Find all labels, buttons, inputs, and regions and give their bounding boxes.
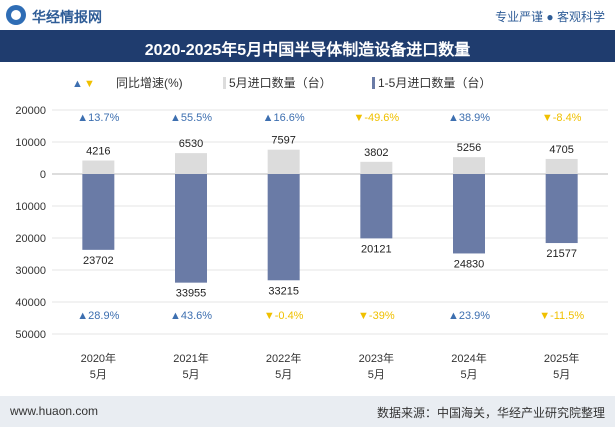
- legend-up-icon: ▲: [72, 78, 83, 90]
- data-label-ytd: 21577: [546, 248, 577, 260]
- bar-ytd: [82, 174, 115, 250]
- x-tick-label-year: 2021年: [173, 351, 208, 365]
- x-tick-label-year: 2024年: [451, 351, 486, 365]
- y-tick-label: 30000: [15, 265, 46, 277]
- x-tick-label-month: 5月: [182, 369, 199, 381]
- x-tick-label-year: 2023年: [359, 351, 394, 365]
- x-tick-label-year: 2025年: [544, 351, 579, 365]
- bar-ytd: [453, 174, 485, 254]
- data-label-ytd: 33955: [176, 288, 207, 300]
- bar-ytd: [267, 174, 300, 281]
- yoy-label-may: ▲16.6%: [263, 112, 305, 124]
- bar-may: [267, 149, 300, 174]
- x-tick-label-month: 5月: [90, 369, 107, 381]
- title-bar: [0, 30, 615, 62]
- legend-ytd-label: 1-5月进口数量（台）: [378, 75, 491, 90]
- y-tick-label: 50000: [15, 329, 46, 341]
- data-label-may: 6530: [179, 138, 203, 150]
- legend-ytd-swatch: [372, 77, 375, 89]
- bar-chart: 20000 10000 0 10000 20000 30000 40000 50000 ▲ ▼ 同比…: [15, 75, 608, 381]
- bar-ytd: [175, 174, 207, 283]
- yoy-label-ytd: ▲43.6%: [170, 310, 212, 322]
- data-label-may: 4216: [86, 146, 110, 158]
- bar-ytd: [545, 174, 578, 244]
- yoy-label-ytd: ▼-11.5%: [539, 310, 584, 322]
- brand-name: 华经情报网: [32, 9, 102, 25]
- data-label-ytd: 20121: [361, 243, 392, 255]
- x-tick-label-month: 5月: [368, 369, 385, 381]
- x-tick-label-month: 5月: [275, 369, 292, 381]
- yoy-label-ytd: ▲23.9%: [448, 310, 490, 322]
- bar-may: [175, 153, 207, 174]
- yoy-label-may: ▼-8.4%: [542, 112, 582, 124]
- chart-title: 2020-2025年5月中国半导体制造设备进口数量: [144, 42, 471, 59]
- top-bar: 华经情报网 专业严谨 ● 客观科学: [0, 0, 615, 30]
- yoy-label-ytd: ▼-0.4%: [264, 310, 304, 322]
- bar-may: [545, 158, 578, 174]
- y-tick-label: 20000: [15, 233, 46, 245]
- y-tick-label: 10000: [15, 137, 46, 149]
- y-tick-label: 40000: [15, 297, 46, 309]
- x-tick-label-month: 5月: [553, 369, 570, 381]
- y-tick-label: 10000: [15, 201, 46, 213]
- data-label-may: 7597: [271, 135, 295, 147]
- bar-may: [453, 157, 485, 174]
- yoy-label-may: ▲55.5%: [170, 112, 212, 124]
- data-label-may: 4705: [549, 144, 573, 156]
- bar-ytd: [360, 174, 393, 239]
- x-tick-label-month: 5月: [460, 369, 477, 381]
- yoy-label-may: ▲13.7%: [77, 112, 119, 124]
- legend-may-swatch: [223, 77, 226, 89]
- data-label-ytd: 33215: [268, 285, 299, 297]
- data-label-ytd: 24830: [454, 258, 485, 270]
- data-label-may: 3802: [364, 147, 388, 159]
- data-source: 数据来源：中国海关，华经产业研究院整理: [376, 406, 605, 420]
- data-label-may: 5256: [457, 142, 481, 154]
- bar-may: [82, 160, 115, 174]
- logo-icon: [6, 5, 26, 25]
- bar-may: [360, 161, 393, 174]
- footer-bar: [0, 396, 615, 427]
- legend-may-label: 5月进口数量（台）: [229, 75, 332, 90]
- legend-down-icon: ▼: [84, 78, 95, 90]
- data-label-ytd: 23702: [83, 255, 114, 267]
- x-tick-label-year: 2022年: [266, 351, 301, 365]
- x-tick-label-year: 2020年: [81, 351, 116, 365]
- legend-yoy-label: 同比增速(%): [116, 76, 183, 90]
- yoy-label-may: ▼-49.6%: [353, 112, 399, 124]
- y-tick-label: 0: [40, 169, 46, 181]
- y-tick-label: 20000: [15, 105, 46, 117]
- yoy-label-ytd: ▼-39%: [358, 310, 395, 322]
- site-url: www.huaon.com: [10, 404, 99, 418]
- yoy-label-may: ▲38.9%: [448, 112, 490, 124]
- yoy-label-ytd: ▲28.9%: [77, 310, 119, 322]
- slogan: 专业严谨 ● 客观科学: [495, 10, 605, 24]
